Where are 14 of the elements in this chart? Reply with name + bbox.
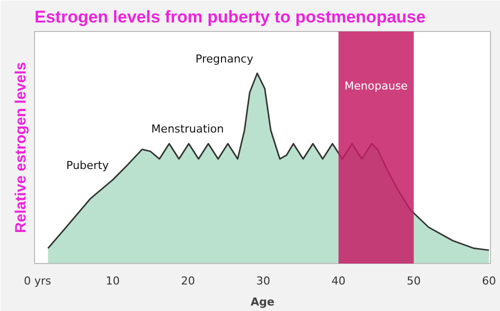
x-tick-label: 0 yrs [24,274,52,288]
x-tick-label: 20 [181,274,196,288]
chart-title: Estrogen levels from puberty to postmenopause [34,8,426,26]
annotation: Puberty [66,158,110,172]
x-tick-label: 60 [482,274,496,288]
x-axis-title: Age [250,296,274,308]
annotation: Pregnancy [196,52,254,66]
band-label: Menopause [344,79,408,92]
x-tick-label: 10 [106,274,120,288]
y-axis-title: Relative estrogen levels [12,62,30,233]
x-tick-label: 40 [332,274,346,288]
x-tick-label: 50 [406,274,421,288]
x-tick-label: 30 [256,274,270,288]
annotation: Menstruation [151,122,224,136]
